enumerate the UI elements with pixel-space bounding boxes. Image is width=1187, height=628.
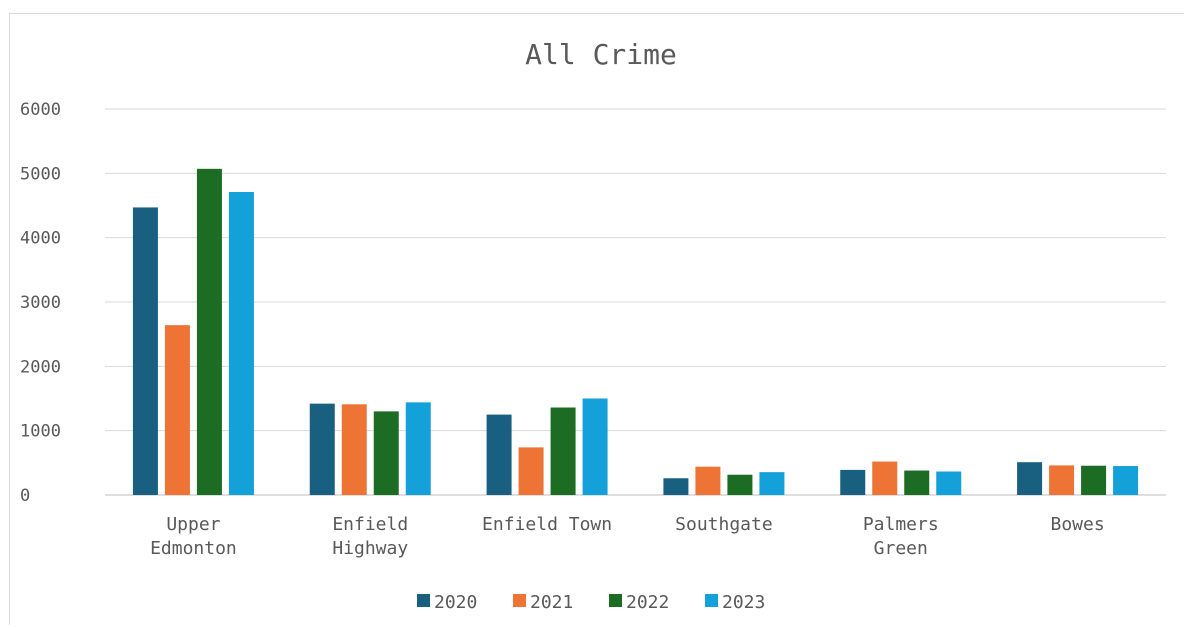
- chart-frame: [9, 13, 1184, 625]
- legend-swatch-2023: [705, 594, 718, 607]
- x-tick-label: Enfield: [332, 514, 408, 535]
- legend-label-2021: 2021: [530, 592, 573, 613]
- bar-2023-2: [582, 398, 608, 495]
- bar-2023-0: [228, 191, 254, 496]
- bar-2022-2: [550, 407, 576, 495]
- bar-2022-4: [904, 470, 930, 495]
- bar-2023-4: [936, 471, 962, 495]
- bars: [132, 168, 1139, 496]
- bar-2020-1: [309, 403, 335, 495]
- bar-2021-4: [872, 461, 898, 495]
- legend-label-2022: 2022: [626, 592, 669, 613]
- bar-2020-0: [132, 207, 158, 495]
- bar-2023-3: [759, 472, 785, 495]
- bar-2023-5: [1113, 466, 1139, 495]
- chart-title: All Crime: [525, 38, 677, 71]
- x-tick-label: Green: [874, 538, 928, 559]
- gridlines: [105, 108, 1166, 496]
- bar-2020-3: [663, 478, 689, 495]
- y-tick-label: 4000: [20, 229, 61, 249]
- bar-2020-4: [840, 469, 866, 495]
- y-tick-label: 3000: [20, 293, 61, 313]
- legend-label-2023: 2023: [722, 592, 765, 613]
- bar-2022-5: [1081, 465, 1107, 495]
- legend-swatch-2020: [417, 594, 430, 607]
- legend-label-2020: 2020: [434, 592, 477, 613]
- y-tick-label: 0: [20, 486, 30, 506]
- bar-2021-5: [1049, 465, 1075, 495]
- legend-swatch-2022: [609, 594, 622, 607]
- x-tick-label: Bowes: [1050, 514, 1104, 535]
- x-tick-label: Palmers: [863, 514, 939, 535]
- y-axis-ticks: 0 1000 2000 3000 4000 5000 6000: [20, 100, 61, 506]
- bar-2021-0: [164, 325, 190, 495]
- y-tick-label: 6000: [20, 100, 61, 120]
- x-tick-label: Edmonton: [150, 538, 237, 559]
- bar-2022-3: [727, 474, 753, 495]
- bar-2022-1: [373, 411, 399, 495]
- y-tick-label: 1000: [20, 422, 61, 442]
- y-tick-label: 5000: [20, 164, 61, 184]
- bar-2020-2: [486, 414, 512, 495]
- legend-swatch-2021: [513, 594, 526, 607]
- x-tick-label: Upper: [166, 514, 220, 535]
- legend: 2020 2021 2022 2023: [417, 592, 765, 613]
- x-tick-label: Southgate: [675, 514, 773, 535]
- bar-2022-0: [196, 168, 222, 495]
- bar-2021-2: [518, 447, 544, 495]
- bar-2021-3: [695, 466, 721, 495]
- bar-2021-1: [341, 404, 367, 495]
- bar-2023-1: [405, 402, 431, 495]
- bar-2020-5: [1017, 462, 1043, 495]
- x-tick-label: Highway: [332, 538, 408, 559]
- x-tick-label: Enfield Town: [482, 514, 612, 535]
- x-axis-labels: Upper Edmonton Enfield Highway Enfield Town S…: [150, 514, 1105, 559]
- y-tick-label: 2000: [20, 357, 61, 377]
